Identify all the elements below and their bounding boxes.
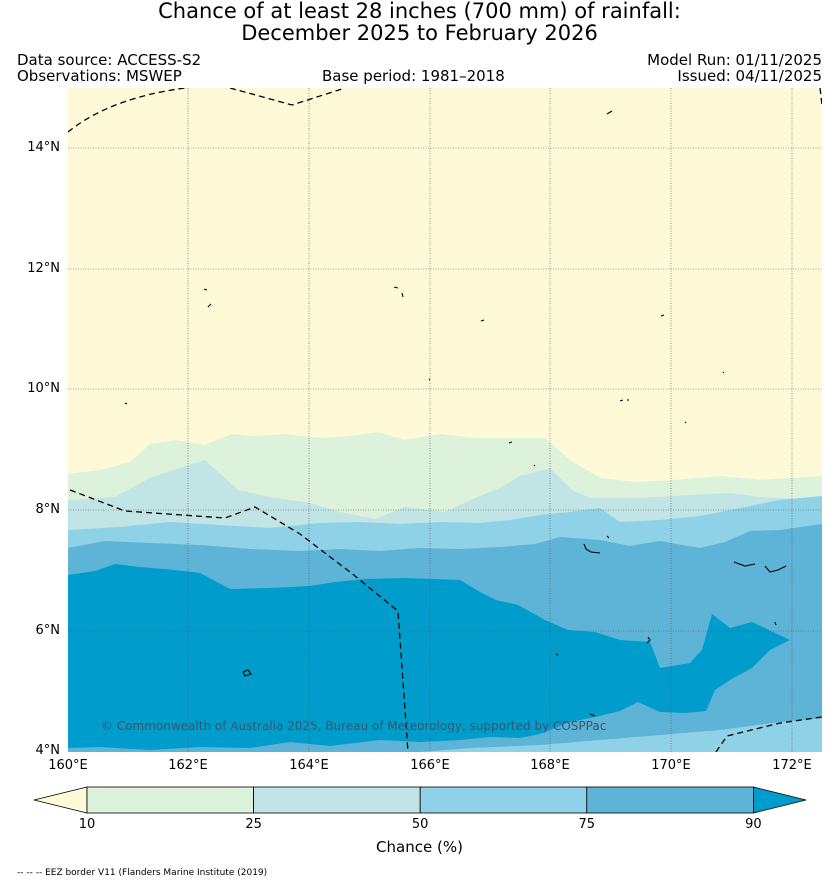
copyright-notice: © Commonwealth of Australia 2025, Bureau…: [101, 719, 607, 733]
colorbar-tick-90: 90: [745, 817, 762, 832]
data-source-label: Data source: ACCESS-S2: [17, 51, 202, 69]
lat-label-14n: 14°N: [27, 140, 60, 155]
colorbar-tick-25: 25: [245, 817, 262, 832]
grid-lines: [68, 88, 822, 752]
colorbar-below-10: [33, 786, 88, 814]
lon-label-170e: 170°E: [651, 758, 691, 773]
title-line-2: December 2025 to February 2026: [241, 21, 598, 45]
issued-label: Issued: 04/11/2025: [677, 67, 822, 85]
colorbar-tick-10: 10: [78, 817, 96, 832]
lon-label-164e: 164°E: [289, 758, 329, 773]
colorbar-tick-50: 50: [411, 817, 429, 832]
title-line-1: Chance of at least 28 inches (700 mm) of…: [158, 0, 681, 23]
lon-label-168e: 168°E: [530, 758, 570, 773]
eez-borders: [68, 88, 822, 752]
eez-footnote: -- -- -- EEZ border V11 (Flanders Marine…: [17, 868, 268, 878]
base-period-label: Base period: 1981–2018: [322, 67, 505, 85]
lat-label-10n: 10°N: [27, 381, 60, 396]
lat-label-6n: 6°N: [35, 623, 61, 638]
lat-label-4n: 4°N: [35, 743, 61, 758]
lon-label-172e: 172°E: [772, 758, 812, 773]
colorbar-label: Chance (%): [376, 838, 463, 856]
colorbar-tick-75: 75: [578, 817, 596, 832]
colorbar-above-90: [753, 786, 807, 814]
map-fills: [68, 88, 822, 752]
colorbar-75-90: [586, 786, 754, 814]
model-run-label: Model Run: 01/11/2025: [647, 51, 822, 69]
colorbar-25-50: [253, 786, 421, 814]
zone-above-90: [68, 564, 790, 750]
lat-label-8n: 8°N: [35, 502, 61, 517]
lon-label-160e: 160°E: [48, 758, 88, 773]
colorbar-50-75: [419, 786, 588, 814]
colorbar: [33, 786, 807, 814]
islands: [124, 110, 787, 717]
lat-label-12n: 12°N: [27, 261, 60, 276]
lon-label-162e: 162°E: [168, 758, 208, 773]
lon-label-166e: 166°E: [410, 758, 450, 773]
colorbar-10-25: [86, 786, 255, 814]
observations-label: Observations: MSWEP: [17, 67, 182, 85]
